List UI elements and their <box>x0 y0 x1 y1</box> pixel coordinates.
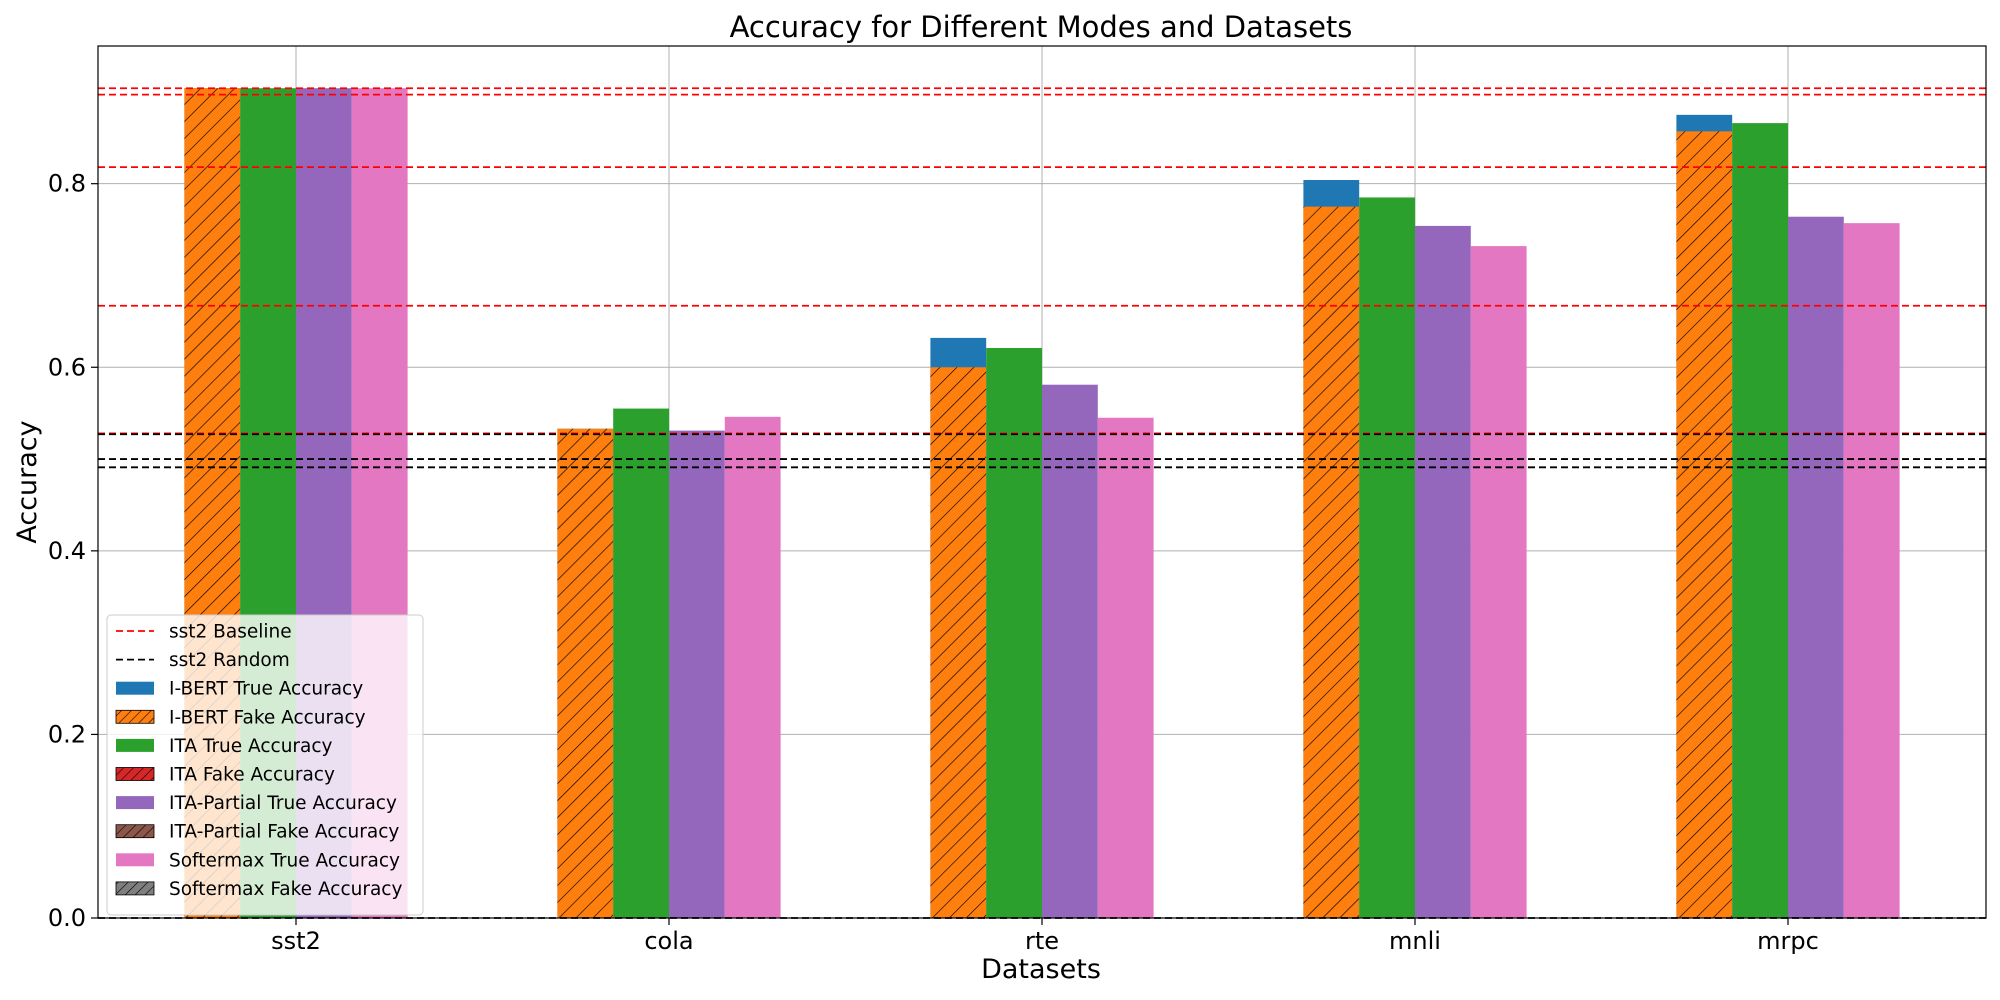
bar-cola-ita-partial-true-accuracy <box>669 430 725 918</box>
y-tick-label: 0.6 <box>48 353 86 381</box>
bar-rte-ita-partial-true-accuracy <box>1042 384 1098 919</box>
bar-mrpc-i-bert-fake-accuracy-hatch <box>1676 131 1733 919</box>
bar-rte-softermax-true-accuracy <box>1097 417 1154 918</box>
y-tick-label: 0.2 <box>48 720 86 748</box>
legend-swatch-hatch-softermax-fake-accuracy <box>115 881 155 896</box>
x-tick-label: cola <box>644 927 693 955</box>
legend-label-ita-partial-true-accuracy: ITA-Partial True Accuracy <box>169 793 397 814</box>
y-axis-ticks: 0.0 0.2 0.4 0.6 0.8 <box>48 170 98 932</box>
legend-swatch-ita-true-accuracy <box>116 738 154 752</box>
legend-label-sst2-random: sst2 Random <box>169 650 290 671</box>
x-axis-ticks: sst2 cola rte mnli mrpc <box>271 918 1819 955</box>
legend-label-ita-partial-fake-accuracy: ITA-Partial Fake Accuracy <box>169 822 399 843</box>
legend-label-ita-fake-accuracy: ITA Fake Accuracy <box>169 765 335 786</box>
legend-label-i-bert-true-accuracy: I-BERT True Accuracy <box>169 679 363 700</box>
bar-rte-ita-true-accuracy <box>986 347 1042 918</box>
legend-swatch-softermax-true-accuracy <box>116 853 154 867</box>
legend-swatch-i-bert-true-accuracy <box>116 681 154 695</box>
legend: sst2 Baseline sst2 Random I-BERT True Accu… <box>106 614 424 916</box>
y-tick-label: 0.4 <box>48 537 86 565</box>
chart-title: Accuracy for Different Modes and Dataset… <box>730 10 1353 44</box>
x-axis-label: Datasets <box>981 954 1101 985</box>
bar-cola-i-bert-fake-accuracy-hatch <box>557 428 614 918</box>
bar-mrpc-ita-true-accuracy <box>1732 123 1788 919</box>
legend-swatch-hatch-i-bert-fake-accuracy <box>115 709 155 724</box>
legend-box <box>106 614 424 916</box>
bar-mnli-softermax-true-accuracy <box>1470 246 1527 918</box>
bar-mnli-ita-partial-true-accuracy <box>1415 225 1471 919</box>
bar-rte-i-bert-fake-accuracy-hatch <box>930 367 987 918</box>
legend-label-ita-true-accuracy: ITA True Accuracy <box>169 736 333 757</box>
legend-label-sst2-baseline: sst2 Baseline <box>169 622 292 643</box>
bar-mrpc-ita-partial-true-accuracy <box>1788 216 1844 919</box>
bar-cola-softermax-true-accuracy <box>724 416 781 918</box>
bar-mnli-i-bert-fake-accuracy-hatch <box>1303 206 1360 918</box>
legend-swatch-ita-partial-true-accuracy <box>116 796 154 810</box>
x-tick-label: mrpc <box>1757 927 1819 955</box>
x-tick-label: mnli <box>1389 927 1441 955</box>
legend-label-softermax-true-accuracy: Softermax True Accuracy <box>169 850 400 871</box>
y-tick-label: 0.8 <box>48 170 86 198</box>
legend-swatch-hatch-ita-partial-fake-accuracy <box>115 824 155 839</box>
y-axis-label: Accuracy <box>12 420 43 543</box>
x-tick-label: sst2 <box>271 927 321 955</box>
bar-cola-ita-true-accuracy <box>613 408 669 918</box>
legend-label-softermax-fake-accuracy: Softermax Fake Accuracy <box>169 879 402 900</box>
bar-mrpc-softermax-true-accuracy <box>1843 223 1900 918</box>
x-tick-label: rte <box>1025 927 1059 955</box>
legend-label-i-bert-fake-accuracy: I-BERT Fake Accuracy <box>169 707 366 728</box>
legend-swatch-hatch-ita-fake-accuracy <box>115 767 155 781</box>
y-tick-label: 0.0 <box>48 904 86 932</box>
bar-mnli-ita-true-accuracy <box>1359 197 1415 918</box>
